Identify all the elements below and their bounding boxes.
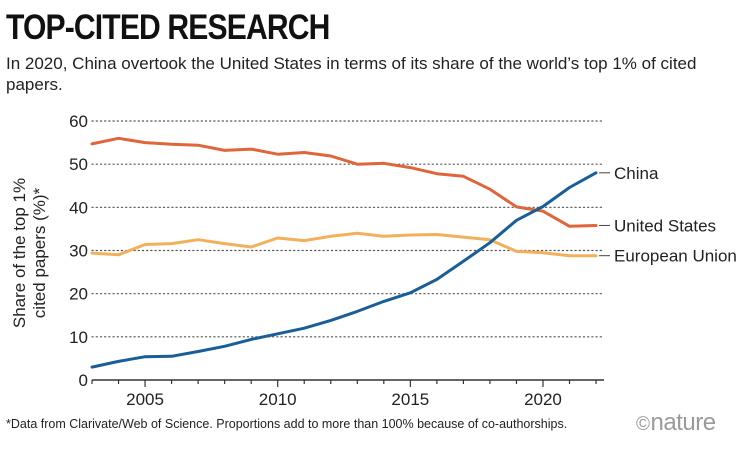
series-label-china: China: [614, 164, 659, 183]
chart-subtitle: In 2020, China overtook the United State…: [6, 54, 697, 94]
y-tick-label: 10: [69, 328, 88, 347]
chart-title: TOP-CITED RESEARCH: [6, 8, 330, 47]
series-label-european-union: European Union: [614, 247, 737, 266]
footnote: *Data from Clarivate/Web of Science. Pro…: [6, 417, 568, 431]
data-series: [90, 136, 598, 369]
y-tick-label: 30: [69, 242, 88, 261]
gridlines: [91, 120, 605, 338]
series-line-united-states: [90, 136, 598, 228]
y-tick-label: 40: [69, 198, 88, 217]
y-axis-label: Share of the top 1% cited papers (%)*: [10, 178, 49, 328]
series-label-united-states: United States: [614, 216, 716, 235]
y-axis-label-line: Share of the top 1%: [10, 178, 29, 328]
y-axis-label-line: cited papers (%)*: [30, 187, 49, 318]
nature-logo: ©nature: [636, 409, 716, 437]
y-axis-ticks: 0 10 20 30 40 50 60: [69, 112, 88, 390]
x-tick-label: 2005: [126, 390, 164, 409]
series-labels: China United States European Union: [599, 164, 737, 266]
series-line-china: [90, 171, 598, 369]
y-tick-label: 50: [69, 155, 88, 174]
y-axis-label-group: Share of the top 1% cited papers (%)*: [10, 178, 49, 328]
y-tick-label: 20: [69, 285, 88, 304]
y-tick-label: 0: [79, 371, 88, 390]
line-chart: 0 10 20 30 40 50 60 2005 2010 2015 2020 China Unit…: [10, 112, 737, 409]
logo-text: nature: [650, 409, 717, 436]
y-tick-label: 60: [69, 112, 88, 131]
series-line-european-union: [90, 231, 598, 258]
copyright-icon: ©: [636, 414, 650, 435]
x-tick-label: 2010: [259, 390, 297, 409]
x-tick-label: 2020: [524, 390, 562, 409]
x-axis: 2005 2010 2015 2020: [91, 379, 604, 409]
x-tick-label: 2015: [391, 390, 429, 409]
